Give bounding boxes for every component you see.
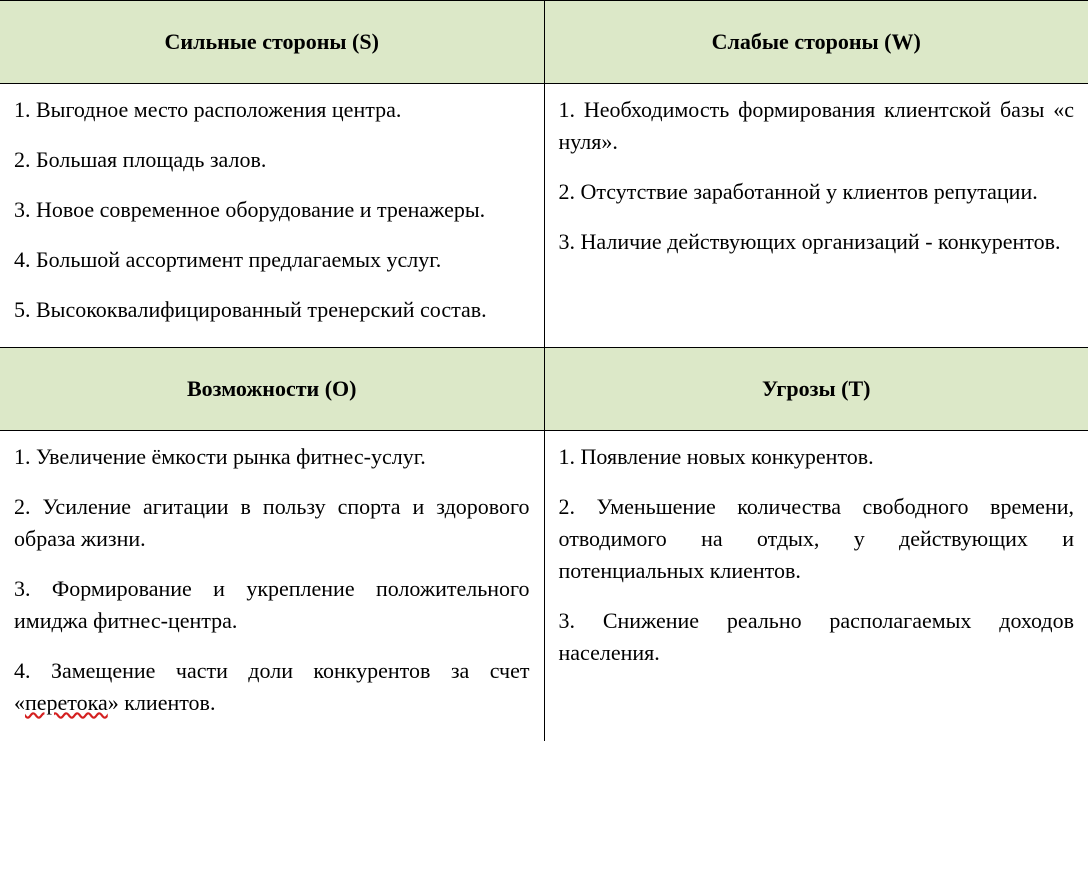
cell-opportunities: 1. Увеличение ёмкости рынка фитнес-услуг… bbox=[0, 431, 544, 741]
opportunities-item: 4. Замещение части доли конкурентов за с… bbox=[14, 655, 530, 719]
cell-weaknesses: 1. Необходимость формирования клиентской… bbox=[544, 84, 1088, 348]
threats-item: 1. Появление новых конкурентов. bbox=[559, 441, 1075, 473]
header-strengths: Сильные стороны (S) bbox=[0, 1, 544, 84]
spellcheck-squiggle: перетока bbox=[25, 690, 108, 715]
header-weaknesses: Слабые стороны (W) bbox=[544, 1, 1088, 84]
cell-threats: 1. Появление новых конкурентов. 2. Умень… bbox=[544, 431, 1088, 741]
weaknesses-item: 3. Наличие действующих организаций - кон… bbox=[559, 226, 1075, 258]
cell-strengths: 1. Выгодное место расположения центра. 2… bbox=[0, 84, 544, 348]
header-threats: Угрозы (Т) bbox=[544, 348, 1088, 431]
weaknesses-item: 1. Необходимость формирования клиентской… bbox=[559, 94, 1075, 158]
strengths-item: 3. Новое современное оборудование и трен… bbox=[14, 194, 530, 226]
opportunities-item: 1. Увеличение ёмкости рынка фитнес-услуг… bbox=[14, 441, 530, 473]
strengths-item: 5. Высококвалифицированный тренерский со… bbox=[14, 294, 530, 326]
opportunities-item: 2. Усиление агитации в пользу спорта и з… bbox=[14, 491, 530, 555]
threats-item: 2. Уменьшение количества свободного врем… bbox=[559, 491, 1075, 587]
strengths-item: 2. Большая площадь залов. bbox=[14, 144, 530, 176]
threats-item: 3. Снижение реально располагаемых доходо… bbox=[559, 605, 1075, 669]
opportunities-item: 3. Формирование и укрепление положительн… bbox=[14, 573, 530, 637]
strengths-item: 1. Выгодное место расположения центра. bbox=[14, 94, 530, 126]
header-opportunities: Возможности (О) bbox=[0, 348, 544, 431]
swot-table: Сильные стороны (S) Слабые стороны (W) 1… bbox=[0, 0, 1088, 741]
strengths-item: 4. Большой ассортимент предлагаемых услу… bbox=[14, 244, 530, 276]
weaknesses-item: 2. Отсутствие заработанной у клиентов ре… bbox=[559, 176, 1075, 208]
opp-suffix: » клиентов. bbox=[108, 690, 216, 715]
